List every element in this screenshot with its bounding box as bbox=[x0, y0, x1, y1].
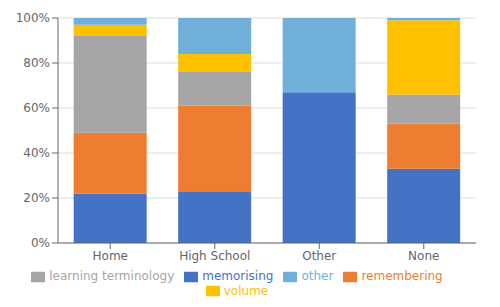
svg-text:None: None bbox=[408, 249, 439, 263]
svg-text:100%: 100% bbox=[16, 11, 50, 25]
svg-text:60%: 60% bbox=[23, 101, 50, 115]
svg-text:80%: 80% bbox=[23, 56, 50, 70]
svg-text:20%: 20% bbox=[23, 191, 50, 205]
svg-text:0%: 0% bbox=[31, 236, 50, 250]
svg-text:Home: Home bbox=[93, 249, 128, 263]
html-text:other: other bbox=[301, 269, 334, 283]
html-text:remembering: remembering bbox=[361, 269, 443, 283]
svg-text:High School: High School bbox=[179, 249, 250, 263]
html-text:volume: volume bbox=[223, 283, 269, 298]
html-text:memorising: memorising bbox=[202, 269, 274, 283]
html-text:learning terminology: learning terminology bbox=[49, 269, 175, 283]
svg-text:40%: 40% bbox=[23, 146, 50, 160]
svg-text:Other: Other bbox=[302, 249, 336, 263]
